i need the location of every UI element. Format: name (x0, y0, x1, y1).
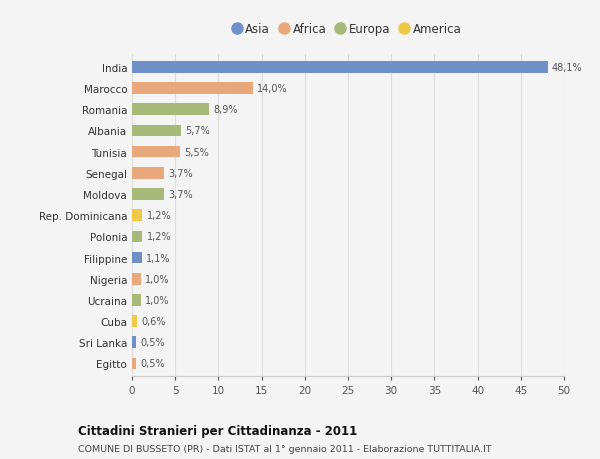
Text: 1,0%: 1,0% (145, 274, 169, 284)
Bar (132, 316, 137, 327)
Text: 3,7%: 3,7% (168, 190, 193, 200)
Bar (132, 62, 548, 73)
Text: 48,1%: 48,1% (552, 63, 583, 73)
Text: 1,2%: 1,2% (146, 211, 172, 221)
Bar (132, 252, 142, 264)
Bar (132, 189, 164, 201)
Bar (132, 104, 209, 116)
Text: 14,0%: 14,0% (257, 84, 288, 94)
Bar (132, 125, 181, 137)
Text: Cittadini Stranieri per Cittadinanza - 2011: Cittadini Stranieri per Cittadinanza - 2… (78, 424, 357, 437)
Bar (132, 146, 179, 158)
Text: 0,5%: 0,5% (140, 337, 165, 347)
Bar (132, 83, 253, 95)
Text: 1,0%: 1,0% (145, 295, 169, 305)
Legend: Asia, Africa, Europa, America: Asia, Africa, Europa, America (231, 19, 465, 39)
Text: 0,5%: 0,5% (140, 358, 165, 369)
Bar (132, 358, 136, 369)
Bar (132, 231, 142, 243)
Text: 8,9%: 8,9% (213, 105, 238, 115)
Bar (132, 210, 142, 222)
Bar (132, 168, 164, 179)
Bar (132, 295, 140, 306)
Text: 5,5%: 5,5% (184, 147, 209, 157)
Bar (132, 337, 136, 348)
Text: COMUNE DI BUSSETO (PR) - Dati ISTAT al 1° gennaio 2011 - Elaborazione TUTTITALIA: COMUNE DI BUSSETO (PR) - Dati ISTAT al 1… (78, 444, 491, 453)
Text: 1,1%: 1,1% (146, 253, 170, 263)
Bar (132, 273, 140, 285)
Text: 1,2%: 1,2% (146, 232, 172, 242)
Text: 3,7%: 3,7% (168, 168, 193, 179)
Text: 0,6%: 0,6% (142, 316, 166, 326)
Text: 5,7%: 5,7% (185, 126, 211, 136)
